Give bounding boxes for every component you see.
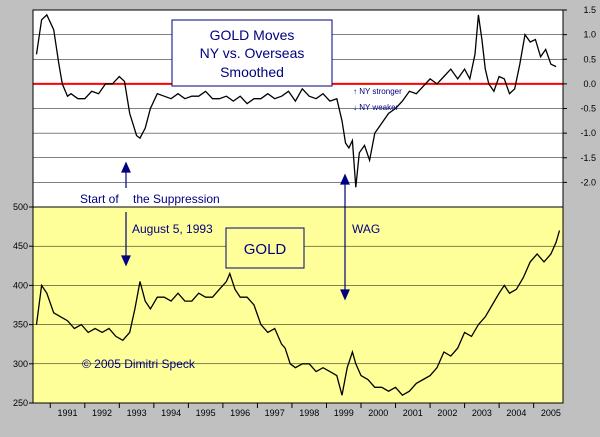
x-tick-label: 2001 (403, 408, 423, 418)
right-tick-label: 1.5 (583, 5, 596, 15)
right-tick-label: 1.0 (583, 30, 596, 40)
right-y-axis-ticks: 1.5 1.0 0.5 0.0 -0.5 -1.0 -1.5 -2.0 (580, 5, 596, 187)
x-tick-label: 2003 (472, 408, 492, 418)
gold-label-box (225, 227, 305, 269)
x-tick-label: 2002 (437, 408, 457, 418)
x-tick-label: 1998 (299, 408, 319, 418)
gold-plot-frame (32, 206, 564, 404)
wag-label: WAG (352, 222, 380, 236)
right-tick-label: -0.5 (580, 104, 596, 114)
right-tick-label: 0.0 (583, 79, 596, 89)
x-tick-label: 1999 (334, 408, 354, 418)
x-tick-label: 2004 (506, 408, 526, 418)
title-box (171, 19, 333, 87)
left-tick-label: 450 (13, 241, 28, 251)
x-tick-label: 1992 (92, 408, 112, 418)
x-tick-label: 1994 (161, 408, 181, 418)
left-tick-label: 250 (13, 398, 28, 408)
left-tick-label: 300 (13, 359, 28, 369)
right-tick-label: -1.5 (580, 153, 596, 163)
x-tick-label: 1993 (127, 408, 147, 418)
x-tick-marks (49, 403, 535, 408)
august-date-label: August 5, 1993 (132, 222, 213, 236)
right-tick-label: 0.5 (583, 54, 596, 64)
ny-weaker-label: ↓ NY weaker (353, 103, 399, 112)
x-tick-label: 2000 (368, 408, 388, 418)
wag-arrow (340, 173, 350, 301)
x-tick-label: 1996 (230, 408, 250, 418)
ny-stronger-label: ↑ NY stronger (353, 87, 402, 96)
gold-label: GOLD (244, 241, 287, 258)
x-tick-label: 1995 (196, 408, 216, 418)
the-suppression-label: the Suppression (133, 192, 220, 206)
x-tick-label: 1997 (265, 408, 285, 418)
left-y-axis-ticks: 250 300 350 400 450 500 (13, 202, 28, 408)
left-tick-label: 350 (13, 320, 28, 330)
right-tick-label: -1.0 (580, 128, 596, 138)
chart-title-line1: GOLD Moves (210, 27, 295, 43)
left-tick-label: 400 (13, 280, 28, 290)
x-tick-label: 2005 (541, 408, 561, 418)
start-of-label: Start of (80, 192, 119, 206)
x-axis-ticks: 1991 1992 1993 1994 1995 1996 1997 1998 1999 2000… (58, 408, 561, 418)
suppression-arrow (121, 161, 131, 267)
chart-title-line3: Smoothed (220, 64, 284, 80)
right-tick-label: -2.0 (580, 177, 596, 187)
x-tick-label: 1991 (58, 408, 78, 418)
gold-price-line (35, 230, 561, 397)
left-tick-label: 500 (13, 202, 28, 212)
ny-vs-overseas-line (35, 13, 557, 188)
chart-title-line2: NY vs. Overseas (200, 45, 305, 61)
copyright-text: © 2005 Dimitri Speck (82, 357, 196, 371)
